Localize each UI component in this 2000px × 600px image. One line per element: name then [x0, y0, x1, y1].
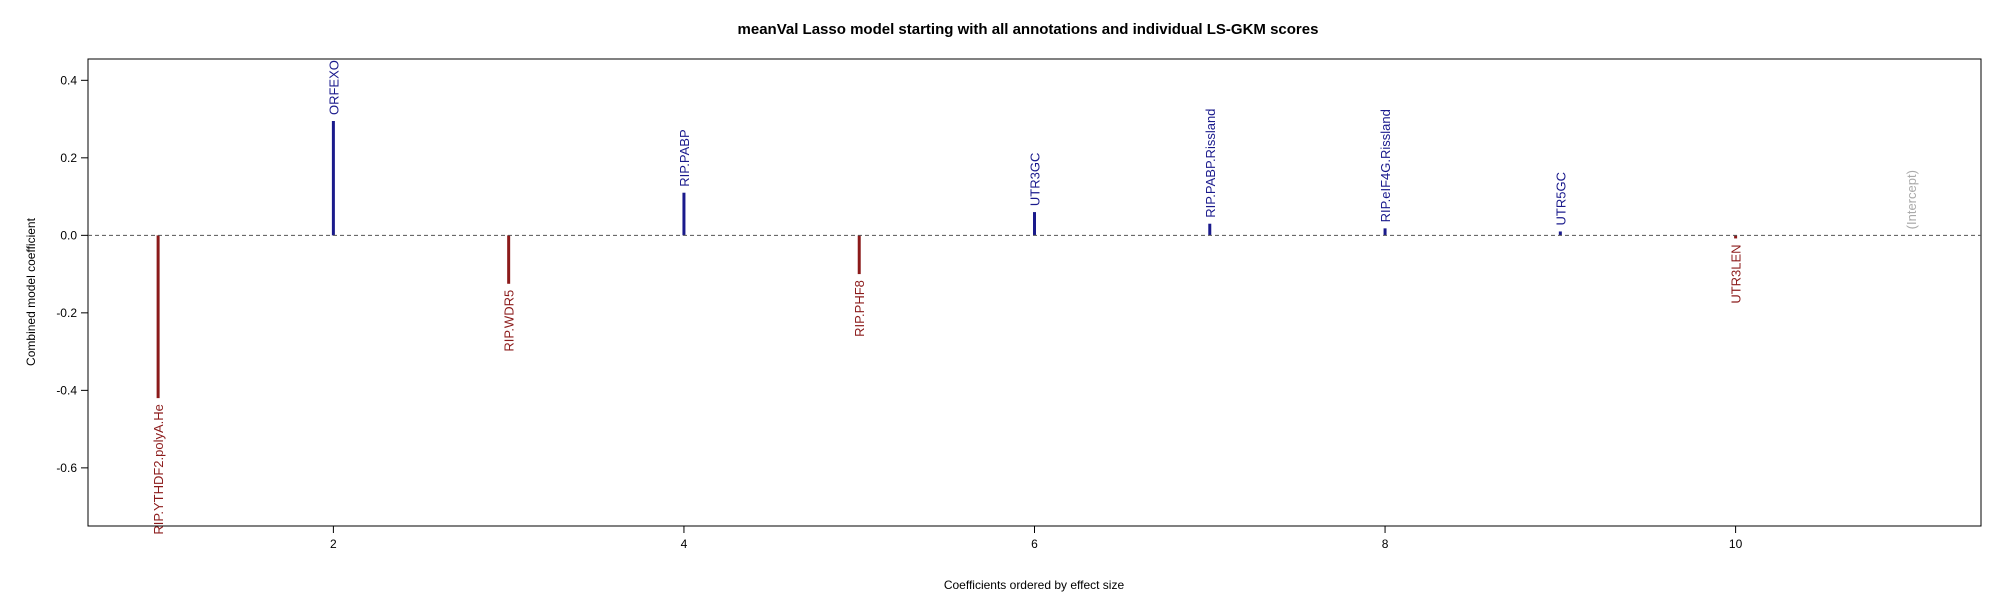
coefficient-label: RIP.PABP [677, 129, 692, 186]
axes-layer: 2 4 6 8 10 -0.6 -0.4 -0.2 0.0 0.2 0.4 [56, 73, 1981, 551]
x-axis-label: Coefficients ordered by effect size [944, 578, 1125, 592]
coefficient-label: UTR3LEN [1729, 244, 1744, 303]
coefficient-label: RIP.eIF4G.Rissland [1378, 109, 1393, 222]
x-tick-label: 4 [681, 537, 688, 551]
coefficient-label: UTR3GC [1028, 153, 1043, 206]
coefficient-label: RIP.PHF8 [852, 280, 867, 337]
x-tick-label: 2 [330, 537, 337, 551]
coefficient-label: UTR5GC [1553, 172, 1568, 225]
coefficient-label: (Intercept) [1904, 170, 1919, 229]
y-tick-label: -0.6 [56, 461, 77, 475]
x-tick-label: 10 [1729, 537, 1743, 551]
y-tick-label: -0.4 [56, 383, 77, 397]
coefficient-label: RIP.WDR5 [502, 290, 517, 352]
y-tick-label: 0.2 [60, 151, 77, 165]
chart-title: meanVal Lasso model starting with all an… [738, 21, 1319, 38]
stems-layer: RIP.YTHDF2.polyA.He ORFEXO RIP.WDR5 RIP.PAB… [151, 60, 1919, 535]
coefficient-label: RIP.YTHDF2.polyA.He [151, 404, 166, 535]
y-tick-label: 0.0 [60, 228, 77, 242]
y-tick-label: -0.2 [56, 306, 77, 320]
x-tick-label: 8 [1382, 537, 1389, 551]
coefficient-label: ORFEXO [326, 60, 341, 115]
coefficient-label: RIP.PABP.Rissland [1203, 109, 1218, 218]
plot-frame [87, 58, 1982, 527]
x-tick-label: 6 [1031, 537, 1038, 551]
y-tick-label: 0.4 [60, 73, 77, 87]
y-axis-label: Combined model coefficient [24, 217, 38, 366]
